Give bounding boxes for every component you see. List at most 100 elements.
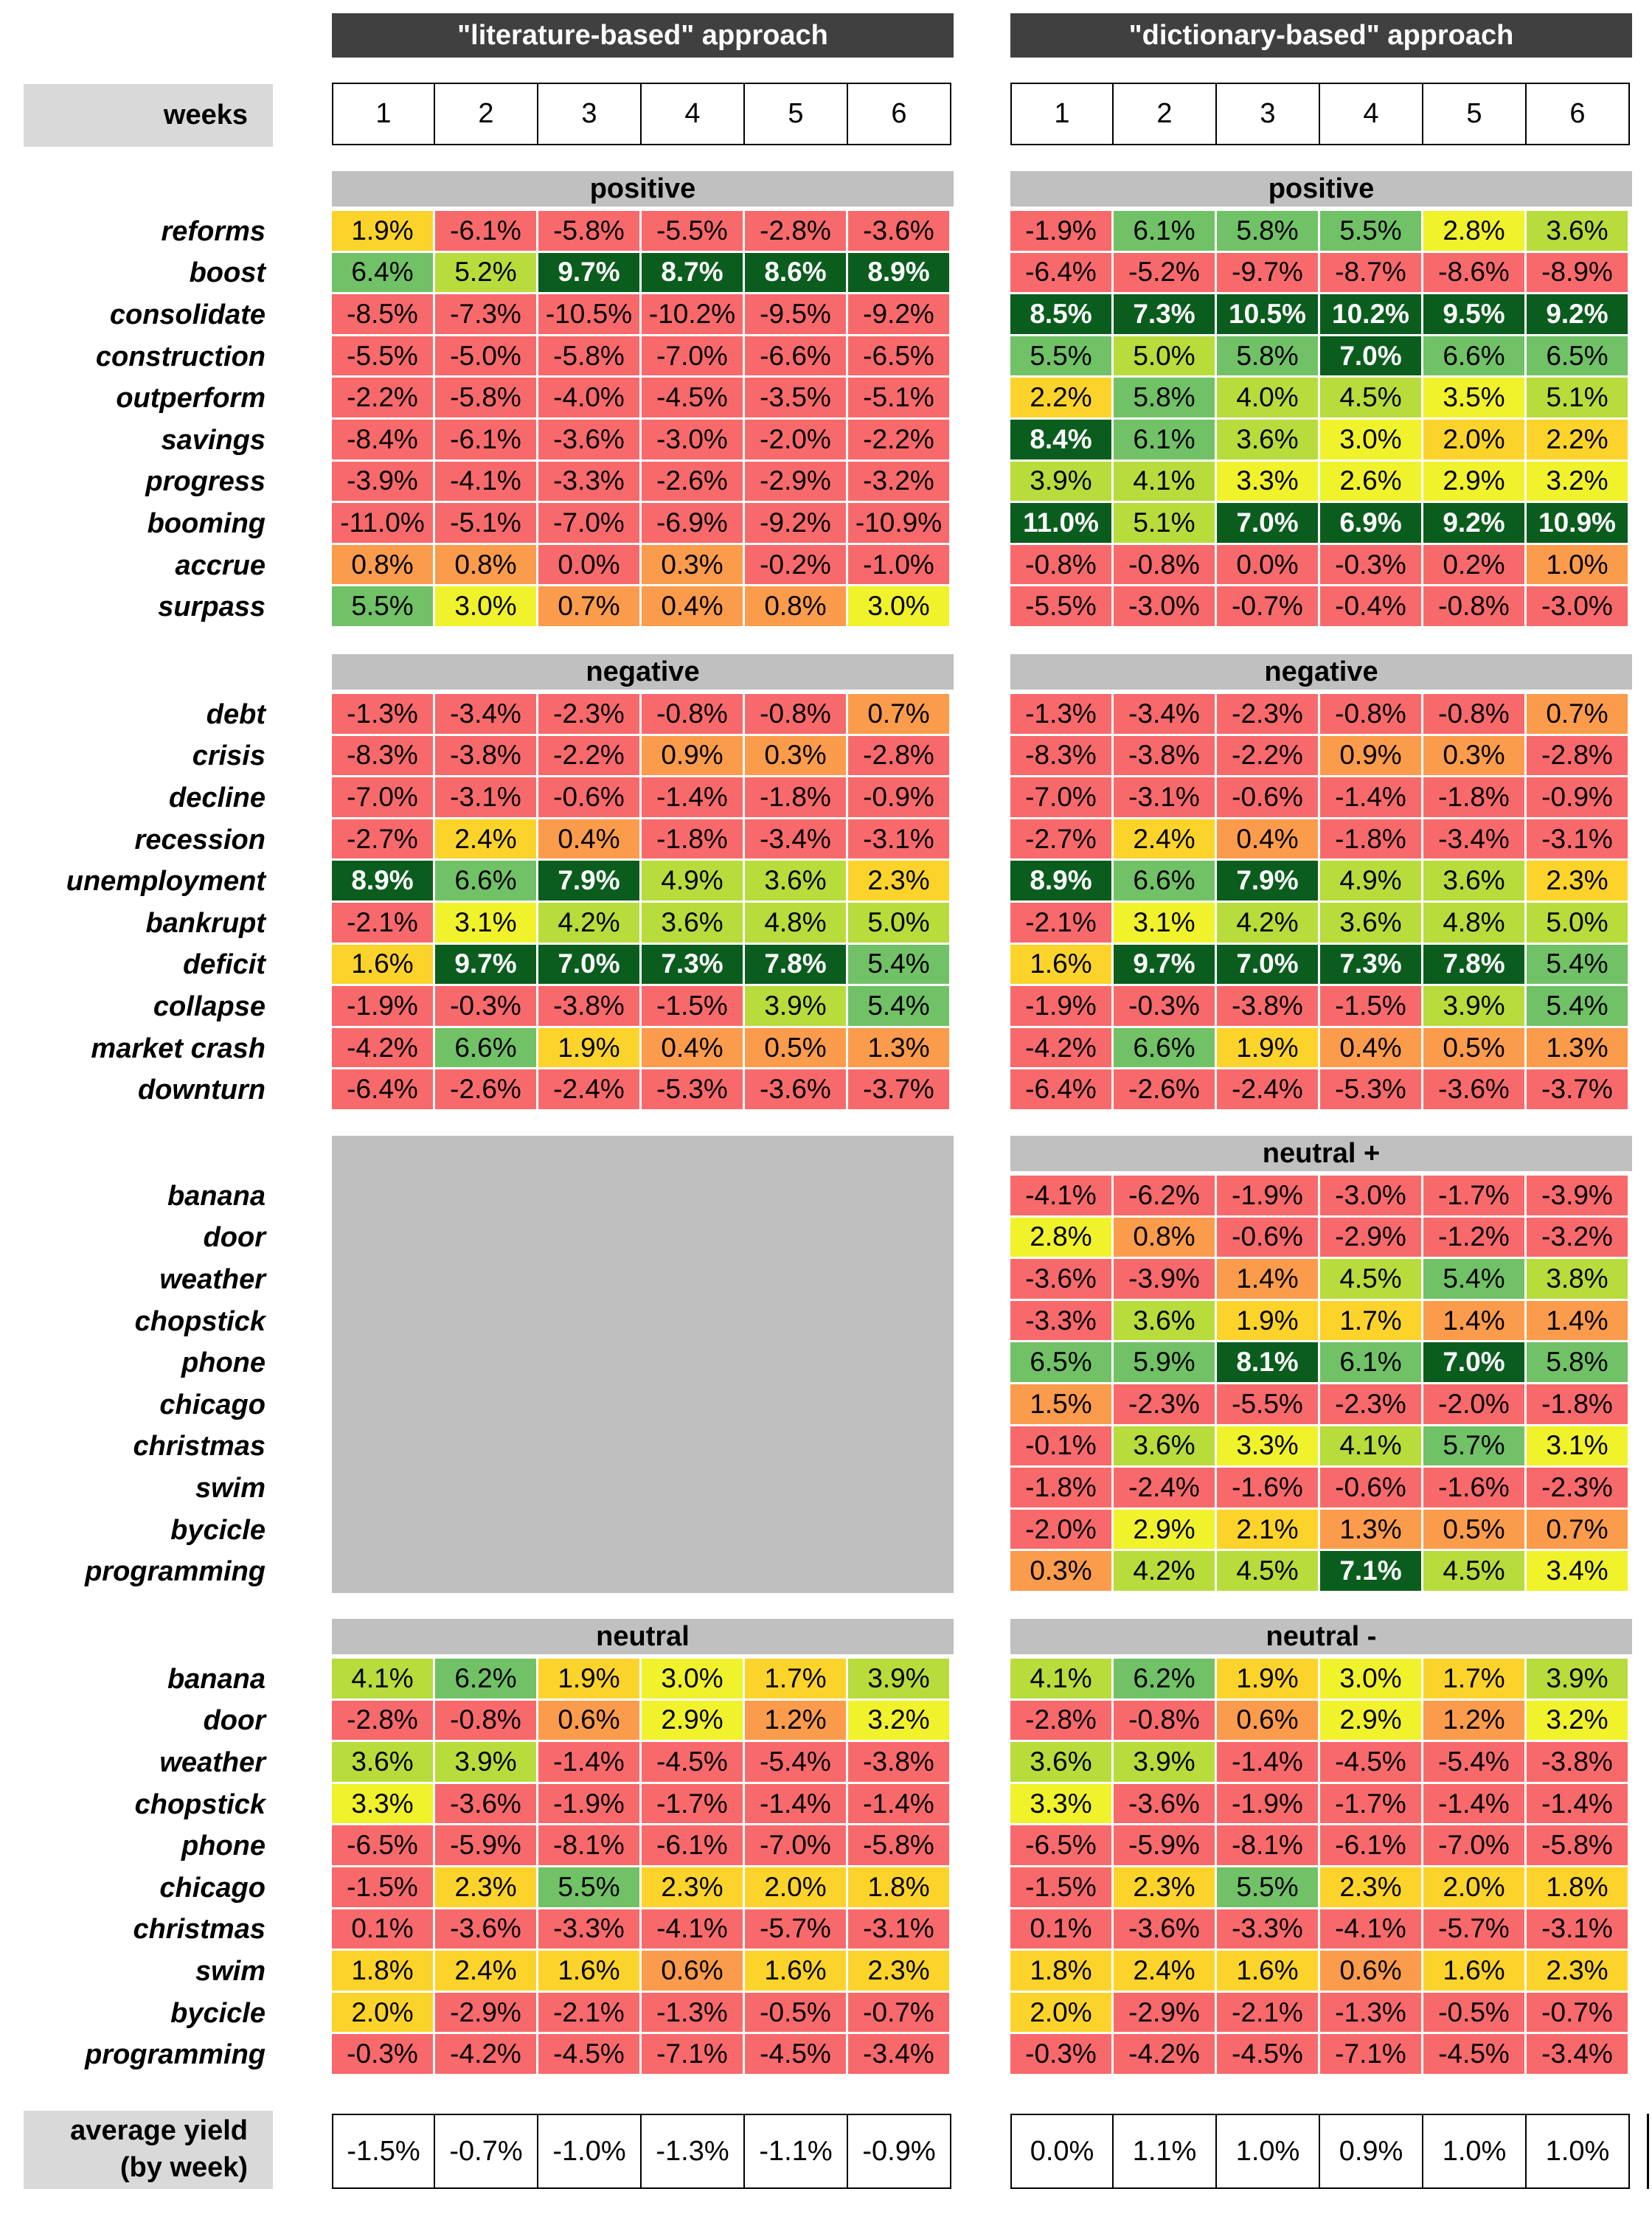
heatmap-cell: -2.1%	[332, 903, 435, 945]
heatmap-cell: 0.1%	[332, 1909, 435, 1951]
heatmap-cell: -6.1%	[1320, 1825, 1423, 1867]
average-yield-cell: -0.9%	[848, 2114, 951, 2189]
heatmap-cell: 7.0%	[1320, 336, 1423, 378]
heatmap-cell: -3.7%	[1527, 1069, 1630, 1111]
heatmap-cell: -1.5%	[332, 1867, 435, 1909]
heatmap-cell: -3.8%	[1114, 735, 1217, 778]
heatmap-cell: 1.8%	[1527, 1867, 1630, 1909]
heatmap-cell: -1.4%	[538, 1742, 642, 1784]
row-header-label: weeks	[24, 84, 273, 147]
row-label: christmas	[133, 1431, 266, 1462]
heatmap-cell: -3.8%	[848, 1742, 951, 1784]
heatmap-cell: -1.8%	[745, 777, 848, 819]
heatmap-cell: -0.6%	[1217, 777, 1320, 819]
heatmap-cell: -2.9%	[745, 461, 848, 504]
week-header: 2	[1114, 83, 1217, 145]
heatmap-cell: -3.4%	[1423, 819, 1527, 861]
row-label: door	[203, 1705, 266, 1737]
heatmap-cell: -1.6%	[1423, 1468, 1527, 1510]
section-title: neutral -	[1010, 1619, 1632, 1654]
heatmap-cell: 8.1%	[1217, 1342, 1320, 1384]
heatmap-cell: -1.7%	[1423, 1176, 1527, 1218]
heatmap-cell: 4.2%	[538, 903, 642, 945]
heatmap-cell: 6.2%	[1114, 1659, 1217, 1701]
heatmap-cell: -3.1%	[435, 777, 538, 819]
row-label: chicago	[159, 1872, 266, 1904]
heatmap-cell: -3.6%	[435, 1783, 538, 1826]
heatmap-cell: -1.3%	[642, 1992, 745, 2035]
heatmap-cell: -1.4%	[1423, 1783, 1527, 1826]
heatmap-cell: 5.0%	[848, 903, 951, 945]
heatmap-cell: -6.2%	[1114, 1176, 1217, 1218]
heatmap-cell: -0.6%	[1320, 1468, 1423, 1510]
heatmap-cell: -3.6%	[435, 1909, 538, 1951]
heatmap-cell: -1.4%	[1217, 1742, 1320, 1784]
heatmap-cell: 0.4%	[642, 586, 745, 628]
heatmap-cell: 1.8%	[1010, 1951, 1114, 1993]
heatmap-cell: 5.5%	[538, 1867, 642, 1909]
heatmap-cell: -2.8%	[745, 211, 848, 253]
heatmap-cell: -8.1%	[1217, 1825, 1320, 1867]
row-label: programming	[85, 2039, 266, 2071]
heatmap-cell: -2.3%	[1114, 1384, 1217, 1426]
heatmap-cell: -0.5%	[1423, 1992, 1527, 2035]
row-label: market crash	[91, 1033, 266, 1064]
heatmap-cell: 1.3%	[1527, 1027, 1630, 1070]
week-header: 6	[1527, 83, 1630, 145]
heatmap-cell: -5.9%	[1114, 1825, 1217, 1867]
heatmap-cell: -2.0%	[745, 420, 848, 462]
heatmap-cell: -7.0%	[538, 503, 642, 545]
heatmap-cell: -7.0%	[745, 1825, 848, 1867]
heatmap-cell: -8.3%	[1010, 735, 1114, 778]
heatmap-cell: -2.1%	[538, 1992, 642, 2035]
heatmap-cell: -0.8%	[745, 694, 848, 736]
heatmap-cell: -7.3%	[435, 294, 538, 336]
panel-title: "literature-based" approach	[332, 13, 954, 58]
heatmap-cell: 5.5%	[1010, 336, 1114, 378]
heatmap-cell: 7.3%	[1114, 294, 1217, 336]
heatmap-cell: 6.6%	[1423, 336, 1527, 378]
heatmap-cell: 2.8%	[1010, 1217, 1114, 1260]
heatmap-cell: 5.4%	[848, 944, 951, 987]
heatmap-cell: 3.3%	[1217, 1426, 1320, 1468]
heatmap-cell: 1.9%	[538, 1659, 642, 1701]
heatmap-cell: 3.2%	[848, 1700, 951, 1743]
heatmap-cell: 1.5%	[1010, 1384, 1114, 1426]
heatmap-cell: 1.9%	[538, 1027, 642, 1070]
row-label: reforms	[161, 215, 266, 247]
heatmap-cell: 1.9%	[1217, 1659, 1320, 1701]
heatmap-cell: 0.8%	[1114, 1217, 1217, 1260]
heatmap-cell: -10.2%	[642, 294, 745, 336]
heatmap-cell: 3.6%	[1320, 903, 1423, 945]
heatmap-cell: 3.9%	[1423, 986, 1527, 1028]
row-label: chopstick	[134, 1788, 266, 1820]
heatmap-cell: 2.3%	[848, 861, 951, 903]
heatmap-cell: 3.9%	[848, 1659, 951, 1701]
heatmap-cell: 4.1%	[332, 1659, 435, 1701]
average-yield-cell: 0.9%	[1320, 2114, 1423, 2189]
row-label: banana	[167, 1180, 266, 1212]
heatmap-cell: -5.8%	[435, 378, 538, 420]
average-yield-label-line: (by week)	[119, 2152, 248, 2183]
heatmap-cell: -3.1%	[1527, 1909, 1630, 1951]
heatmap-cell: 3.6%	[1114, 1426, 1217, 1468]
heatmap-cell: -1.9%	[332, 986, 435, 1028]
heatmap-cell: -4.1%	[642, 1909, 745, 1951]
heatmap-cell: 7.3%	[642, 944, 745, 987]
heatmap-cell: 0.8%	[745, 586, 848, 628]
heatmap-cell: -1.3%	[332, 694, 435, 736]
heatmap-cell: 3.9%	[745, 986, 848, 1028]
heatmap-cell: 2.0%	[745, 1867, 848, 1909]
heatmap-cell: -5.3%	[1320, 1069, 1423, 1111]
heatmap-cell: 0.6%	[1217, 1700, 1320, 1743]
heatmap-cell: 8.6%	[745, 252, 848, 295]
heatmap-cell: 7.1%	[1320, 1551, 1423, 1593]
heatmap-cell: 4.5%	[1217, 1551, 1320, 1593]
week-header: 5	[1423, 83, 1527, 145]
heatmap-cell: -3.6%	[745, 1069, 848, 1111]
average-yield-cell: 1.0%	[1217, 2114, 1320, 2189]
heatmap-cell: 3.2%	[1527, 1700, 1630, 1743]
heatmap-cell: -0.3%	[1114, 986, 1217, 1028]
week-header: 6	[848, 83, 951, 145]
section-title: positive	[332, 171, 954, 207]
